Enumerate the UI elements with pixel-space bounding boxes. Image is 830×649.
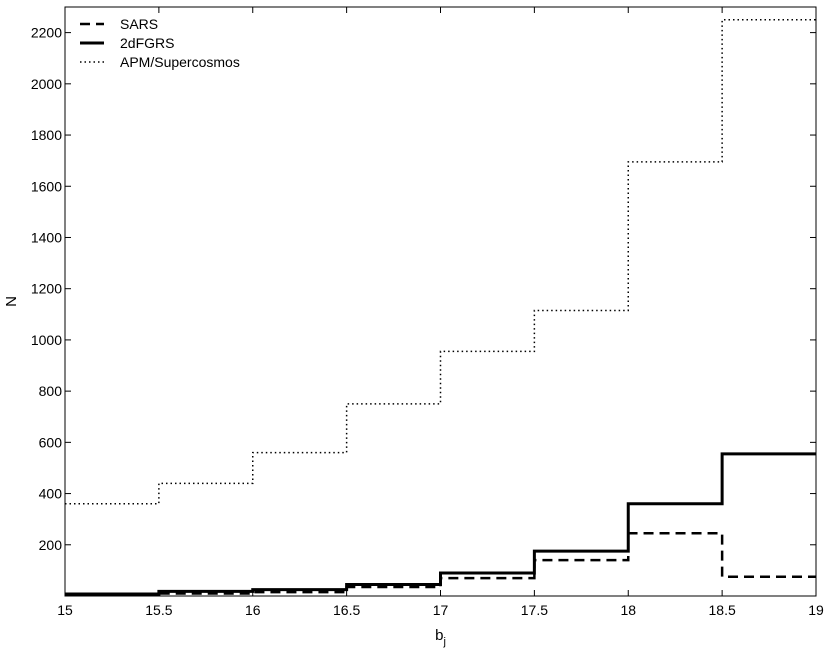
- y-tick-label: 2000: [31, 76, 62, 92]
- axes-box: [64, 6, 817, 597]
- y-tick-label: 200: [39, 537, 63, 553]
- y-tick-label: 1400: [31, 229, 62, 245]
- x-tick-label: 17.5: [521, 602, 548, 618]
- x-tick-label: 16.5: [333, 602, 360, 618]
- x-tick-label: 19: [808, 602, 824, 618]
- y-tick-label: 600: [39, 434, 63, 450]
- legend-label-sars: SARS: [120, 16, 158, 32]
- ticks: 15 15.5 16 16.5 17 17.5 18 18.5 19 200 400 600 800 10…: [31, 7, 824, 618]
- x-axis-label: bj: [435, 627, 446, 648]
- y-tick-label: 400: [39, 486, 63, 502]
- y-tick-label: 1600: [31, 178, 62, 194]
- y-tick-label: 1000: [31, 332, 62, 348]
- plot-marks: [65, 19, 816, 596]
- y-tick-label: 800: [39, 383, 63, 399]
- y-tick-label: 1200: [31, 281, 62, 297]
- series-line-2dfgrs: [65, 452, 816, 596]
- legend: SARS 2dFGRS APM/Supercosmos: [80, 16, 240, 70]
- x-tick-label: 18.5: [709, 602, 736, 618]
- x-tick-label: 17: [433, 602, 449, 618]
- x-tick-label: 18: [620, 602, 636, 618]
- x-tick-label: 15.5: [145, 602, 172, 618]
- y-tick-label: 1800: [31, 127, 62, 143]
- legend-label-2dfgrs: 2dFGRS: [120, 35, 174, 51]
- series-line-apm-supercosmos: [65, 19, 816, 505]
- x-axis-label-main: b: [435, 627, 443, 644]
- x-axis-label-subscript: j: [442, 636, 445, 648]
- legend-label-apm-supercosmos: APM/Supercosmos: [120, 54, 240, 70]
- y-tick-label: 2200: [31, 25, 62, 41]
- y-axis-label: N: [3, 296, 20, 307]
- x-tick-label: 15: [57, 602, 73, 618]
- x-tick-label: 16: [245, 602, 261, 618]
